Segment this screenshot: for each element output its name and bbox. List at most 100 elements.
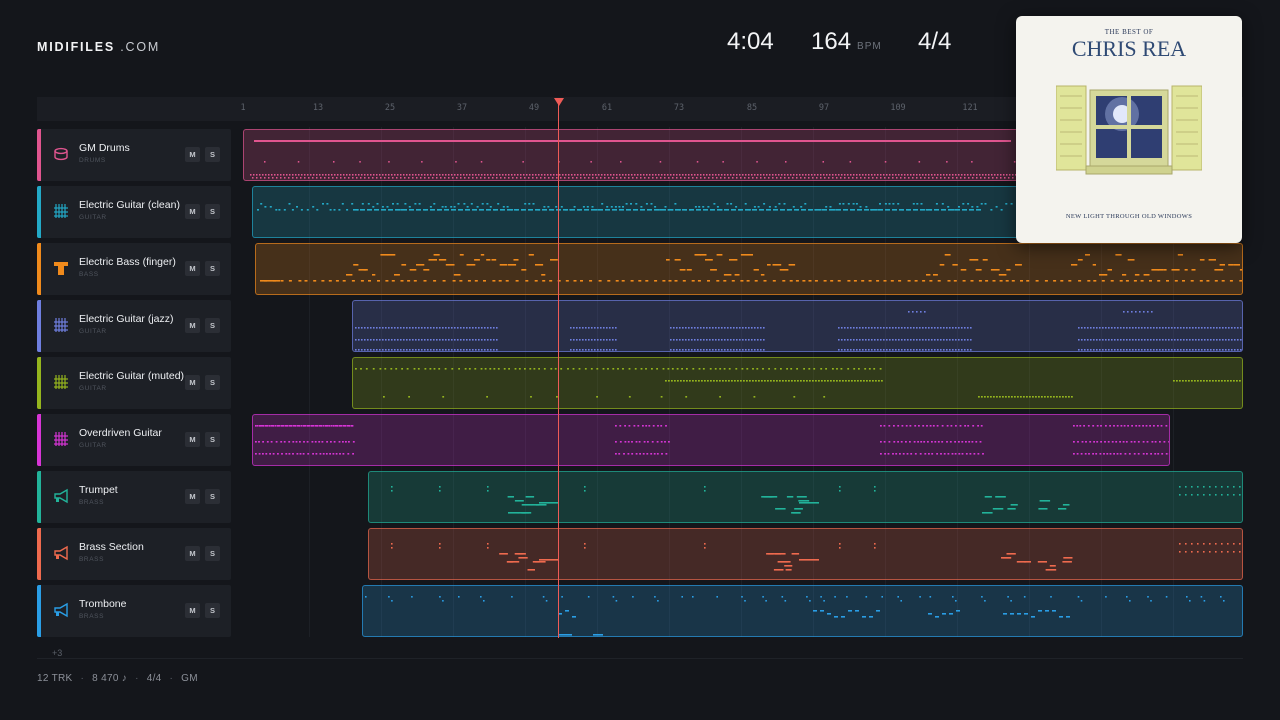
- track-color-strip: [37, 243, 41, 295]
- solo-button[interactable]: S: [205, 603, 220, 618]
- track-header[interactable]: Brass Section BRASS M S: [37, 528, 231, 580]
- track-color-strip: [37, 357, 41, 409]
- track-clip[interactable]: [362, 585, 1243, 637]
- solo-button[interactable]: S: [205, 318, 220, 333]
- mute-button[interactable]: M: [185, 204, 200, 219]
- track-clip[interactable]: [252, 414, 1170, 466]
- brand-logo[interactable]: MIDIFILES .COM: [37, 40, 160, 54]
- tempo-readout: 164 BPM: [811, 28, 882, 56]
- brand-suffix: .COM: [115, 40, 161, 54]
- track-header[interactable]: Overdriven Guitar GUITAR M S: [37, 414, 231, 466]
- mute-button[interactable]: M: [185, 603, 200, 618]
- track-category: GUITAR: [79, 214, 107, 221]
- tempo-unit: BPM: [857, 41, 882, 52]
- solo-button[interactable]: S: [205, 432, 220, 447]
- grid-line: [813, 127, 814, 637]
- ruler-tick: 37: [456, 103, 468, 113]
- solo-button[interactable]: S: [205, 147, 220, 162]
- track-clip[interactable]: [352, 357, 1243, 409]
- track-name: Electric Guitar (clean): [79, 199, 180, 211]
- track-header[interactable]: Electric Guitar (muted) GUITAR M S: [37, 357, 231, 409]
- footer-standard: GM: [181, 673, 198, 684]
- solo-button[interactable]: S: [205, 204, 220, 219]
- track-category: BASS: [79, 271, 99, 278]
- track-header[interactable]: Trombone BRASS M S: [37, 585, 231, 637]
- grid-line: [957, 127, 958, 637]
- mute-button[interactable]: M: [185, 375, 200, 390]
- playhead[interactable]: [558, 104, 559, 638]
- grid-line: [669, 127, 670, 637]
- track-name: Electric Guitar (muted): [79, 370, 185, 382]
- track-color-strip: [37, 528, 41, 580]
- track-header[interactable]: Electric Guitar (jazz) GUITAR M S: [37, 300, 231, 352]
- mute-button[interactable]: M: [185, 147, 200, 162]
- guitar-icon: [53, 431, 69, 447]
- ruler-tick: 73: [673, 103, 685, 113]
- grid-line: [741, 127, 742, 637]
- track-clip[interactable]: [252, 186, 1020, 238]
- track-header[interactable]: Trumpet BRASS M S: [37, 471, 231, 523]
- album-subtitle: NEW LIGHT THROUGH OLD WINDOWS: [1065, 213, 1193, 220]
- solo-button[interactable]: S: [205, 261, 220, 276]
- note-pattern: [355, 311, 1242, 351]
- track-name: Overdriven Guitar: [79, 427, 162, 439]
- track-color-strip: [37, 186, 41, 238]
- ruler-tick: 61: [601, 103, 613, 113]
- guitar-icon: [53, 203, 69, 219]
- track-category: BRASS: [79, 613, 105, 620]
- tempo-value: 164: [811, 28, 852, 55]
- grid-line: [381, 127, 382, 637]
- track-name: Brass Section: [79, 541, 144, 553]
- mute-button[interactable]: M: [185, 546, 200, 561]
- solo-button[interactable]: S: [205, 489, 220, 504]
- album-cover: THE BEST OF CHRIS REA NEW LIGHT THROUGH …: [1016, 16, 1242, 243]
- grid-line: [1173, 127, 1174, 637]
- track-header[interactable]: GM Drums DRUMS M S: [37, 129, 231, 181]
- time-signature-readout: 4/4: [918, 28, 952, 55]
- track-header[interactable]: Electric Bass (finger) BASS M S: [37, 243, 231, 295]
- note-pattern: [250, 140, 1018, 179]
- ruler-tick: 121: [962, 103, 978, 113]
- bass-icon: [53, 260, 69, 276]
- track-clip[interactable]: [368, 528, 1243, 580]
- mute-button[interactable]: M: [185, 261, 200, 276]
- album-artist: CHRIS REA: [1071, 36, 1187, 61]
- track-clip[interactable]: [243, 129, 1020, 181]
- track-clip[interactable]: [368, 471, 1243, 523]
- track-color-strip: [37, 414, 41, 466]
- mute-button[interactable]: M: [185, 432, 200, 447]
- track-category: BRASS: [79, 556, 105, 563]
- horn-icon: [53, 545, 69, 561]
- track-category: GUITAR: [79, 385, 107, 392]
- track-color-strip: [37, 585, 41, 637]
- ruler-tick: 85: [746, 103, 758, 113]
- footer-track-count: 12 TRK: [37, 673, 73, 684]
- guitar-icon: [53, 374, 69, 390]
- grid-line: [453, 127, 454, 637]
- footer-summary: 12 TRK · 8 470 ♪ · 4/4 · GM: [37, 673, 198, 684]
- ruler-tick: 109: [890, 103, 906, 113]
- solo-button[interactable]: S: [205, 546, 220, 561]
- note-pattern: [257, 203, 1019, 211]
- playhead-handle[interactable]: [554, 98, 564, 106]
- solo-button[interactable]: S: [205, 375, 220, 390]
- track-header[interactable]: Electric Guitar (clean) GUITAR M S: [37, 186, 231, 238]
- track-category: BRASS: [79, 499, 105, 506]
- mute-button[interactable]: M: [185, 318, 200, 333]
- footer-time-signature: 4/4: [146, 673, 162, 684]
- ruler-tick: 13: [312, 103, 324, 113]
- horn-icon: [53, 602, 69, 618]
- song-stats: 4:04 164 BPM 4/4: [700, 28, 1000, 60]
- track-color-strip: [37, 129, 41, 181]
- track-clip[interactable]: [255, 243, 1243, 295]
- track-clip[interactable]: [352, 300, 1243, 352]
- footer-note-count: 8 470 ♪: [92, 673, 128, 684]
- window-illustration: [1056, 85, 1202, 175]
- guitar-icon: [53, 317, 69, 333]
- mute-button[interactable]: M: [185, 489, 200, 504]
- track-color-strip: [37, 300, 41, 352]
- grid-line: [1029, 127, 1030, 637]
- brand-name: MIDIFILES: [37, 40, 116, 54]
- more-tracks-indicator[interactable]: +3: [52, 648, 63, 658]
- note-pattern: [355, 368, 1241, 398]
